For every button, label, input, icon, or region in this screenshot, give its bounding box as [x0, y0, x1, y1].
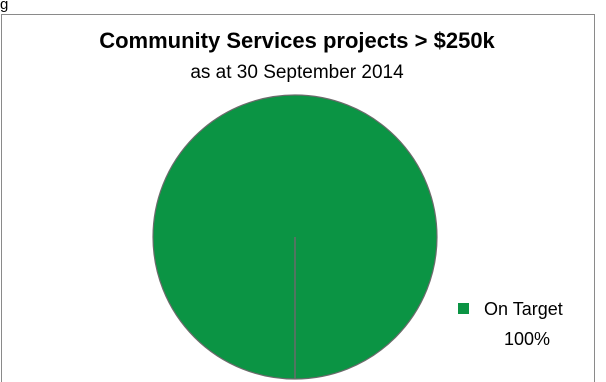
chart-subtitle: as at 30 September 2014: [190, 62, 404, 83]
pie-slices: [152, 94, 438, 380]
legend-swatch-on-target: [458, 303, 469, 314]
legend-value-on-target: 100%: [504, 329, 551, 349]
legend-label-on-target: On Target: [484, 299, 563, 319]
chart-title: Community Services projects > $250k: [99, 28, 495, 53]
corner-fragment-text: g: [0, 0, 9, 13]
